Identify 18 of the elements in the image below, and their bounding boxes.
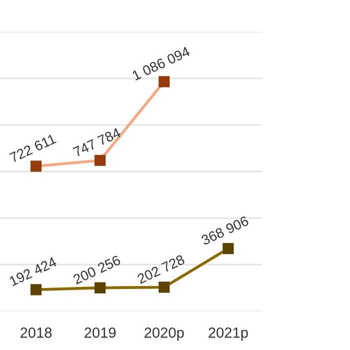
point (158, 282, 170, 293)
data-label: 192 424 (8, 256, 58, 286)
point (30, 160, 42, 172)
point (94, 282, 106, 294)
point (158, 76, 170, 88)
data-label: 202 728 (136, 254, 186, 284)
x-tick-label: 2018 (20, 328, 52, 338)
x-tick-label: 2019 (84, 328, 116, 338)
point (94, 154, 106, 166)
point (222, 243, 234, 254)
data-label: 1 086 094 (132, 46, 191, 81)
x-tick-label: 2021p (208, 328, 248, 341)
x-tick-label: 2020p (144, 328, 184, 341)
data-label: 200 256 (72, 254, 122, 285)
data-label: 368 906 (200, 216, 250, 246)
data-label: 722 611 (9, 134, 57, 163)
point (30, 284, 42, 296)
data-label: 747 784 (72, 127, 122, 158)
